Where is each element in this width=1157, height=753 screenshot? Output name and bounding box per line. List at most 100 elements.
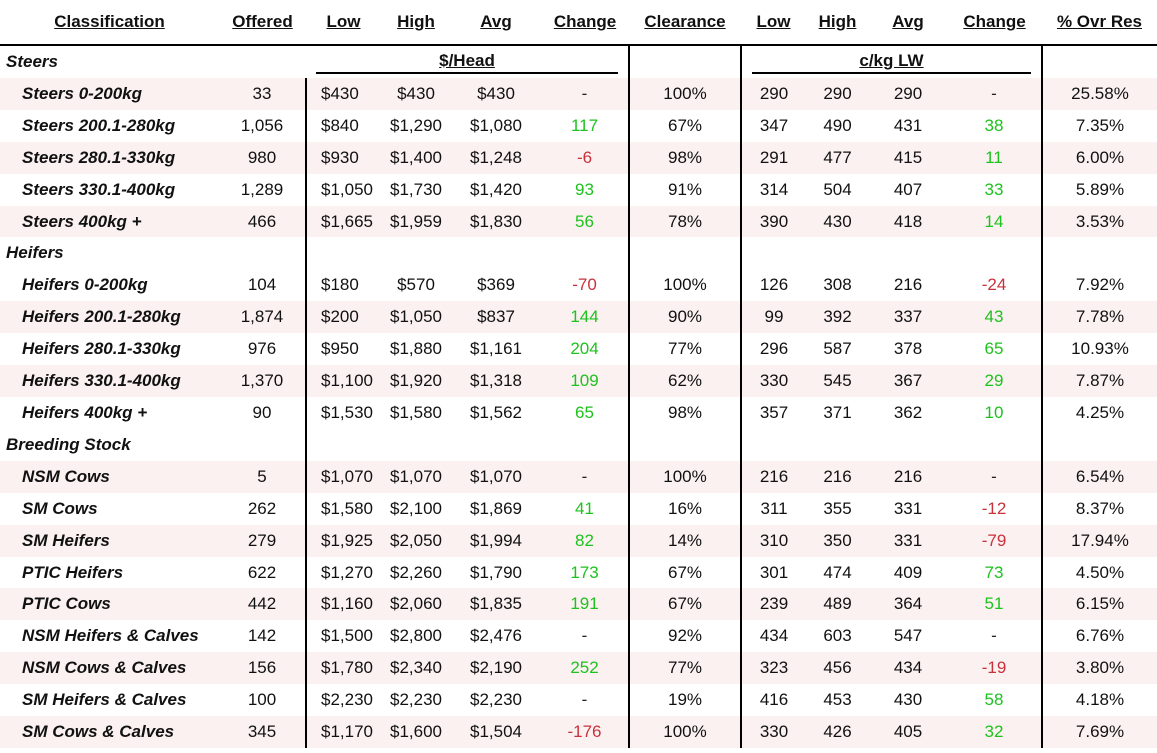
- table-body: Steers $/Head c/kg LW Steers 0-200kg 33 $430 $…: [0, 45, 1157, 748]
- ovr-res-cell: 7.87%: [1041, 365, 1157, 398]
- low-cell: $1,050: [305, 173, 381, 206]
- high-cell: $2,050: [381, 524, 451, 557]
- low-cell: $1,925: [305, 524, 381, 557]
- low-ckg-cell: 323: [740, 652, 806, 685]
- high-ckg-cell: 453: [823, 690, 852, 710]
- blank-cell: [381, 237, 451, 269]
- blank-cell: [947, 429, 1042, 461]
- change-cell: 191: [541, 588, 629, 621]
- avg-ckg-cell: 337: [869, 301, 947, 334]
- high-ckg-cell: 426: [806, 716, 869, 748]
- offered-cell: 5: [219, 460, 306, 493]
- section-title: Breeding Stock: [6, 434, 131, 454]
- blank-cell: [947, 237, 1042, 269]
- blank-cell: [628, 428, 741, 461]
- offered-cell: 980: [219, 141, 306, 174]
- low-cell: $950: [305, 333, 381, 366]
- classification-cell: PTIC Heifers: [22, 562, 124, 582]
- clearance-cell: 67%: [628, 588, 741, 621]
- blank-cell: [1041, 428, 1157, 461]
- high-ckg-cell: 490: [823, 115, 852, 135]
- classification-cell: Steers 330.1-400kg: [22, 179, 176, 199]
- blank-cell: [806, 237, 869, 269]
- avg-ckg-cell: 362: [893, 402, 923, 422]
- low-ckg-cell: 310: [740, 524, 806, 557]
- avg-cell: $2,476: [470, 626, 522, 646]
- high-cell: $1,070: [381, 460, 451, 493]
- blank-cell: [628, 45, 741, 78]
- classification-cell: PTIC Cows: [0, 588, 219, 621]
- low-cell: $1,580: [305, 492, 381, 525]
- clearance-cell: 91%: [628, 173, 741, 206]
- change-ckg-cell: 65: [984, 339, 1004, 359]
- blank-cell: [219, 45, 306, 78]
- table-row: NSM Heifers & Calves 142 $1,500 $2,800 $2,47…: [0, 620, 1157, 653]
- low-ckg-cell: 239: [740, 588, 806, 621]
- avg-ckg-cell: 331: [893, 498, 923, 518]
- avg-ckg-cell: 407: [893, 179, 923, 199]
- avg-ckg-cell: 290: [869, 78, 947, 110]
- avg-cell: $1,070: [451, 460, 541, 493]
- avg-ckg-cell: 216: [869, 460, 947, 493]
- high-cell: $2,060: [381, 588, 451, 621]
- blank-cell: [305, 237, 381, 270]
- blank-cell: [219, 429, 306, 461]
- header-clearance: Clearance: [644, 12, 726, 31]
- high-ckg-cell: 392: [806, 301, 869, 334]
- high-ckg-cell: 504: [823, 179, 852, 199]
- high-ckg-cell: 474: [823, 562, 852, 582]
- high-cell: $1,400: [381, 141, 451, 174]
- high-cell: $1,050: [381, 301, 451, 334]
- offered-cell: 156: [219, 652, 306, 685]
- header-change-ckg: Change: [963, 12, 1026, 31]
- classification-cell: NSM Cows & Calves: [0, 652, 219, 685]
- clearance-cell: 98%: [628, 141, 741, 174]
- ovr-res-cell: 5.89%: [1041, 173, 1157, 206]
- offered-cell: 100: [247, 690, 277, 710]
- low-cell: $200: [305, 301, 381, 334]
- change-ckg-cell: 32: [947, 716, 1042, 748]
- avg-ckg-cell: 547: [893, 626, 923, 646]
- blank-cell: [740, 237, 806, 270]
- blank-cell: [869, 429, 947, 461]
- change-cell: 65: [575, 402, 594, 422]
- ovr-res-cell: 25.58%: [1041, 78, 1157, 110]
- avg-ckg-cell: 405: [869, 716, 947, 748]
- change-cell: 109: [541, 365, 629, 398]
- low-ckg-cell: 296: [740, 333, 806, 366]
- low-cell: $1,170: [305, 716, 381, 748]
- high-cell: $2,230: [390, 690, 442, 710]
- blank-cell: [1041, 237, 1157, 270]
- change-ckg-cell: -: [947, 460, 1042, 493]
- low-cell: $1,530: [305, 397, 381, 429]
- change-ckg-cell: 58: [984, 690, 1004, 710]
- ovr-res-cell: 4.25%: [1041, 397, 1157, 429]
- section-row: Heifers: [0, 237, 1157, 270]
- high-cell: $1,730: [390, 179, 442, 199]
- change-ckg-cell: -79: [947, 524, 1042, 557]
- low-cell: $1,780: [305, 652, 381, 685]
- blank-cell: [628, 237, 741, 270]
- high-ckg-cell: 308: [823, 275, 852, 295]
- clearance-cell: 100%: [628, 78, 741, 110]
- blank-cell: [541, 429, 629, 461]
- blank-cell: [1041, 45, 1157, 78]
- table-header: Classification Offered Low High Avg Chan…: [0, 0, 1157, 45]
- classification-cell: Steers 0-200kg: [0, 78, 219, 110]
- high-cell: $1,880: [390, 339, 442, 359]
- offered-cell: 622: [247, 562, 277, 582]
- offered-cell: 90: [252, 402, 272, 422]
- blank-cell: [869, 237, 947, 269]
- classification-cell: NSM Cows: [0, 460, 219, 493]
- classification-cell: Steers 400kg +: [0, 205, 219, 238]
- classification-cell: Heifers 0-200kg: [22, 275, 148, 295]
- low-ckg-cell: 357: [740, 397, 806, 429]
- change-ckg-cell: -12: [981, 498, 1007, 518]
- avg-ckg-cell: 364: [869, 588, 947, 621]
- change-cell: -: [581, 626, 588, 646]
- offered-cell: 442: [219, 588, 306, 621]
- avg-cell: $430: [451, 78, 541, 110]
- clearance-cell: 77%: [628, 652, 741, 685]
- change-ckg-cell: 10: [984, 402, 1004, 422]
- section-row: Steers $/Head c/kg LW: [0, 45, 1157, 78]
